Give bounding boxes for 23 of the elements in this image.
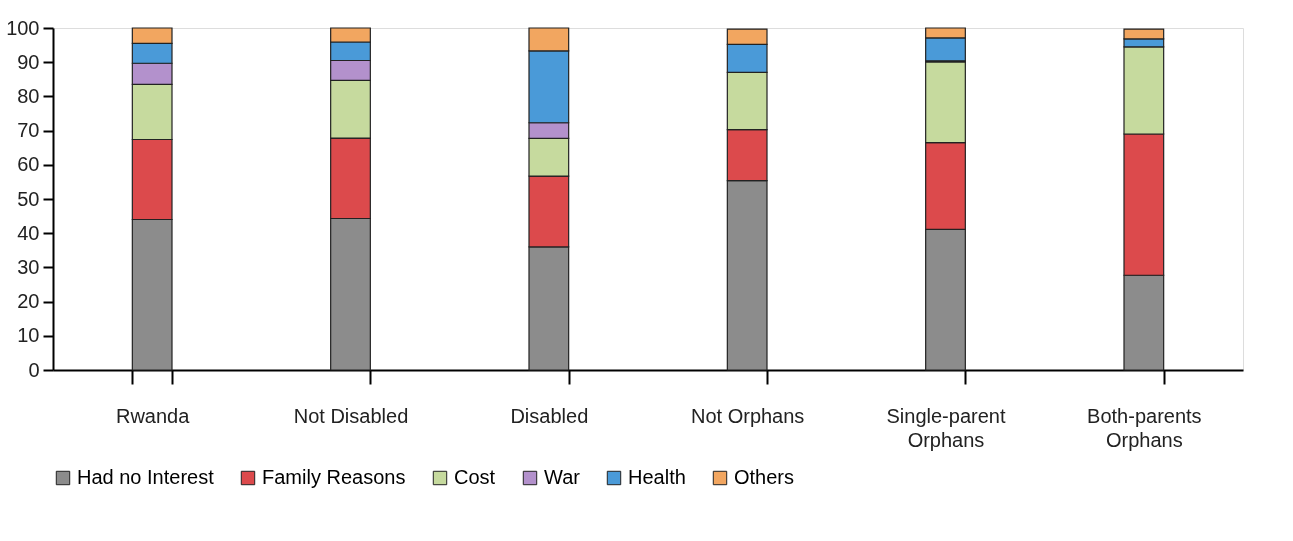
legend-label: Family Reasons (262, 466, 406, 488)
x-tick-label: Disabled (510, 404, 589, 427)
y-tick-label: 90 (17, 50, 40, 73)
x-tick-label: Not Orphans (690, 404, 805, 427)
y-tick-label: 40 (17, 221, 40, 244)
y-tick-label: 80 (17, 84, 40, 107)
y-tick-label: 0 (28, 358, 40, 381)
y-tick-label: 100 (6, 16, 40, 39)
legend-label: Others (734, 466, 795, 488)
x-tick-label: Both-parents Orphans (1087, 404, 1202, 451)
y-tick-label: 20 (17, 290, 40, 313)
y-tick-label: 10 (17, 324, 40, 347)
legend-label: Cost (454, 466, 496, 488)
legend-label: War (544, 466, 581, 488)
y-tick-label: 70 (17, 119, 40, 142)
x-tick-label: Single-parent Orphans (886, 404, 1006, 451)
x-tick-label: Not Disabled (293, 404, 409, 427)
y-tick-label: 60 (17, 153, 40, 176)
legend-label: Had no Interest (77, 466, 215, 488)
legend-label: Health (628, 466, 686, 488)
y-tick-label: 30 (17, 255, 40, 278)
x-tick-label: Rwanda (115, 404, 191, 427)
y-tick-label: 50 (17, 187, 40, 210)
